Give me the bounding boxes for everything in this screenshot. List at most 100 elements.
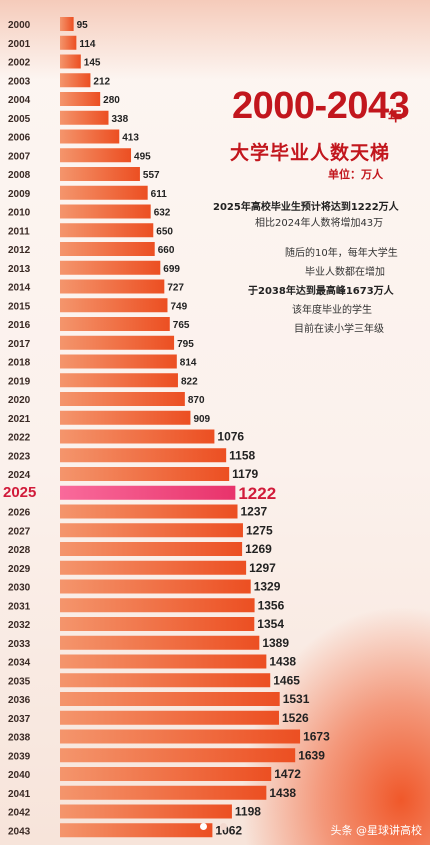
bar xyxy=(60,785,267,800)
category-label: 2030 xyxy=(8,583,31,594)
bar xyxy=(60,598,255,613)
category-label: 2016 xyxy=(8,320,31,331)
category-label: 2043 xyxy=(8,826,31,837)
value-label: 1354 xyxy=(257,617,284,631)
bar xyxy=(60,467,230,481)
value-label: 280 xyxy=(103,95,120,106)
bar xyxy=(60,110,109,125)
bar xyxy=(60,448,227,463)
value-label: 1673 xyxy=(303,730,330,744)
category-label: 2009 xyxy=(8,189,31,200)
category-label: 2023 xyxy=(8,451,31,462)
category-label: 2005 xyxy=(8,114,31,125)
bar xyxy=(60,729,301,744)
bar xyxy=(60,617,255,631)
bar xyxy=(60,767,272,781)
value-label: 749 xyxy=(170,301,187,312)
chart-title-range: 2000-2043 xyxy=(232,85,410,127)
note-line-7: 目前在读小学三年级 xyxy=(294,324,384,335)
value-label: 632 xyxy=(154,208,171,219)
category-label: 2033 xyxy=(8,639,31,650)
value-label: 1438 xyxy=(269,655,296,669)
category-label: 2013 xyxy=(8,264,31,275)
bar xyxy=(60,298,168,313)
bar xyxy=(60,542,243,556)
category-label: 2006 xyxy=(8,133,31,144)
value-label: 1198 xyxy=(235,805,261,819)
category-label: 2038 xyxy=(8,733,31,744)
pager-dot-2[interactable] xyxy=(220,823,228,830)
value-label: 212 xyxy=(93,76,110,87)
value-label: 1179 xyxy=(232,467,258,481)
category-label: 2011 xyxy=(8,226,30,237)
bar xyxy=(60,167,140,181)
category-label: 2021 xyxy=(8,414,31,425)
value-label: 1237 xyxy=(241,505,268,519)
bar xyxy=(60,129,120,144)
bar xyxy=(60,317,170,331)
value-label: 145 xyxy=(84,58,101,69)
category-label: 2036 xyxy=(8,695,31,706)
category-label: 2001 xyxy=(8,39,31,50)
bar xyxy=(60,823,213,838)
category-label: 2034 xyxy=(8,658,31,669)
note-line-2: 相比2024年人数将增加43万 xyxy=(255,218,384,229)
value-label: 1526 xyxy=(282,711,309,725)
category-label: 2026 xyxy=(8,508,31,519)
bar xyxy=(60,392,185,406)
bar xyxy=(60,354,177,369)
bar xyxy=(60,73,91,88)
value-label: 95 xyxy=(77,20,89,31)
category-label: 2004 xyxy=(8,95,31,106)
value-label: 870 xyxy=(188,395,205,406)
value-label: 660 xyxy=(158,245,175,256)
bar xyxy=(60,373,178,388)
category-label: 2040 xyxy=(8,770,31,781)
bar xyxy=(60,410,191,425)
value-label: 795 xyxy=(177,339,194,350)
value-label: 727 xyxy=(167,283,184,294)
bar-highlight xyxy=(60,485,236,500)
value-label: 765 xyxy=(173,320,190,331)
value-label: 495 xyxy=(134,151,151,162)
value-label: 338 xyxy=(112,114,129,125)
value-label: 1531 xyxy=(283,692,310,706)
note-line-1: 2025年高校毕业生预计将达到1222万人 xyxy=(213,202,399,213)
background-corner-glow xyxy=(240,605,430,845)
value-label: 1438 xyxy=(269,786,296,800)
bar xyxy=(60,335,175,350)
bar xyxy=(60,748,296,763)
note-line-6: 该年度毕业的学生 xyxy=(292,305,372,316)
value-label: 1389 xyxy=(262,636,289,650)
category-label: 2003 xyxy=(8,76,31,87)
value-label: 1472 xyxy=(274,767,301,781)
category-label: 2032 xyxy=(8,620,31,631)
bar xyxy=(60,204,151,219)
category-label: 2002 xyxy=(8,58,31,69)
category-label: 2024 xyxy=(8,470,31,481)
pager-dots xyxy=(200,815,235,834)
bar xyxy=(60,579,251,594)
category-label: 2014 xyxy=(8,283,31,294)
bar xyxy=(60,504,238,519)
category-label: 2031 xyxy=(8,601,31,612)
bar xyxy=(60,804,232,819)
note-line-5: 于2038年达到最高峰1673万人 xyxy=(248,286,394,297)
category-label: 2020 xyxy=(8,395,31,406)
bar xyxy=(60,692,280,706)
category-label: 2019 xyxy=(8,376,31,387)
pager-dot-1[interactable] xyxy=(200,823,207,830)
watermark: 头条 @星球讲高校 xyxy=(330,824,423,837)
value-label: 814 xyxy=(180,358,197,369)
category-label: 2008 xyxy=(8,170,31,181)
category-label: 2007 xyxy=(8,151,31,162)
value-label: 1158 xyxy=(229,448,255,462)
bar xyxy=(60,54,81,69)
category-label: 2000 xyxy=(8,20,31,31)
bar xyxy=(60,17,74,31)
bar xyxy=(60,673,271,688)
value-label: 909 xyxy=(193,414,210,425)
value-label: 650 xyxy=(156,226,173,237)
